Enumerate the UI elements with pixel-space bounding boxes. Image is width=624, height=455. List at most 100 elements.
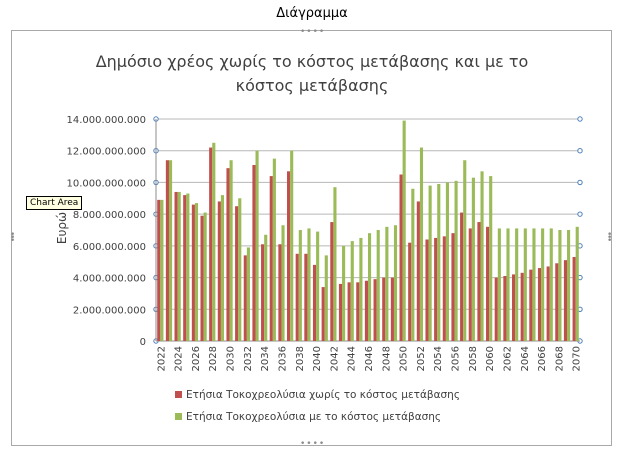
bar-with-transition-cost [411,188,415,341]
bar-with-transition-cost [177,191,181,341]
chart-title-line: Δημόσιο χρέος χωρίς το κόστος μετάβασης … [96,52,529,71]
y-tick-label: 14.000.000.000 [66,115,146,126]
bar-with-transition-cost [307,228,311,341]
bar-with-transition-cost [342,245,346,341]
bar-without-transition-cost [338,283,343,341]
bar-without-transition-cost [217,201,221,341]
secondary-axis-marker [577,148,583,154]
x-tick-label: 2036 [277,346,288,371]
x-tick-label: 2028 [208,346,219,371]
x-tick-label: 2052 [416,346,427,371]
bar-without-transition-cost [451,233,455,341]
bar-without-transition-cost [200,215,204,341]
bar-without-transition-cost [235,206,239,341]
bar-without-transition-cost [295,253,299,341]
bar-without-transition-cost [399,174,403,341]
bar-without-transition-cost [486,226,490,341]
bar-without-transition-cost [304,253,308,341]
bar-without-transition-cost [425,239,429,341]
y-tick-label: 12.000.000.000 [66,147,146,158]
bar-without-transition-cost [416,201,420,341]
x-tick-label: 2024 [174,346,185,371]
bar-with-transition-cost [575,226,579,341]
bar-with-transition-cost [402,120,406,341]
bar-with-transition-cost [316,231,320,341]
bar-with-transition-cost [324,255,328,341]
x-tick-label: 2046 [364,346,375,371]
resize-handle-bottom[interactable]: •••• [300,439,326,449]
bar-with-transition-cost [350,241,354,341]
y-tick-label: 0 [140,337,146,348]
bar-without-transition-cost [442,236,446,341]
bar-with-transition-cost [298,230,302,341]
x-tick-label: 2058 [468,346,479,371]
bar-with-transition-cost [428,185,432,341]
bar-without-transition-cost [390,277,394,341]
bar-with-transition-cost [238,198,242,341]
x-tick-label: 2060 [485,346,496,371]
legend-swatch [175,391,182,398]
bar-with-transition-cost [437,184,441,341]
chart-area[interactable]: •••• •••• • • • • • • [10,27,614,449]
y-tick-label: 6.000.000.000 [73,242,146,253]
bar-with-transition-cost [376,230,380,341]
x-tick-label: 2026 [191,346,202,371]
bar-with-transition-cost [333,187,337,341]
y-tick-label: 4.000.000.000 [73,274,146,285]
bar-with-transition-cost [194,203,199,341]
bar-with-transition-cost [160,199,164,341]
bar-without-transition-cost [165,160,169,341]
x-tick-label: 2042 [329,346,340,371]
x-tick-label: 2040 [312,346,323,371]
y-tick-label: 8.000.000.000 [73,210,146,221]
bar-with-transition-cost [549,228,553,341]
bar-without-transition-cost [191,204,195,341]
bar-without-transition-cost [287,171,291,341]
bar-with-transition-cost [264,234,268,341]
bar-without-transition-cost [468,228,472,341]
bar-with-transition-cost [523,228,527,341]
x-tick-label: 2056 [451,346,462,371]
bar-without-transition-cost [157,199,161,341]
bar-without-transition-cost [269,176,273,341]
bar-without-transition-cost [503,275,507,341]
bar-without-transition-cost [572,256,576,341]
x-tick-label: 2030 [226,346,237,371]
bar-with-transition-cost [558,230,562,341]
x-tick-label: 2068 [554,346,565,371]
legend-label: Ετήσια Τοκοχρεολύσια χωρίς το κόστος μετ… [186,389,460,401]
x-tick-label: 2070 [572,346,583,371]
resize-handle-left[interactable]: • • • [10,230,17,246]
bar-without-transition-cost [321,287,325,341]
resize-handle-top[interactable]: •••• [300,27,326,37]
bar-with-transition-cost [212,142,216,341]
bar-with-transition-cost [463,160,467,341]
bar-without-transition-cost [477,222,481,341]
y-axis-label: Ευρώ [55,212,69,244]
bar-with-transition-cost [497,228,501,341]
bar-without-transition-cost [243,255,247,341]
bar-with-transition-cost [567,230,571,341]
bar-with-transition-cost [532,228,536,341]
resize-handle-right[interactable]: • • • [607,230,614,246]
bar-with-transition-cost [471,177,475,341]
bar-without-transition-cost [408,242,412,341]
bar-with-transition-cost [246,247,250,341]
x-tick-label: 2062 [502,346,513,371]
bar-with-transition-cost [480,171,484,341]
x-tick-label: 2034 [260,346,271,371]
bar-without-transition-cost [364,280,368,341]
bar-without-transition-cost [546,266,550,341]
bar-with-transition-cost [489,176,493,341]
bar-with-transition-cost [419,147,424,341]
bar-without-transition-cost [252,164,256,341]
bar-with-transition-cost [229,160,233,341]
x-tick-label: 2054 [433,346,444,371]
bar-without-transition-cost [226,168,230,341]
x-tick-label: 2066 [537,346,548,371]
y-tick-label: 10.000.000.000 [66,178,146,189]
window-title: Διάγραμμα [276,6,348,21]
bar-with-transition-cost [515,228,519,341]
bar-without-transition-cost [278,244,282,341]
